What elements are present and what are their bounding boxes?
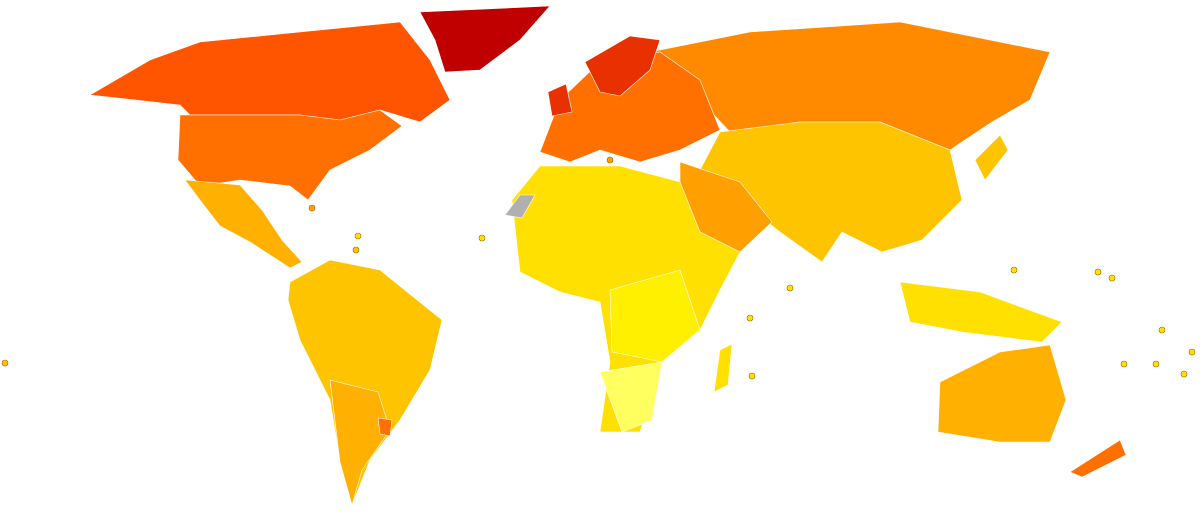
russia — [649, 21, 1051, 151]
island — [478, 234, 486, 242]
island — [1120, 360, 1128, 368]
western-sahara — [504, 194, 536, 219]
islands — [1, 156, 1196, 380]
regions — [89, 5, 1127, 506]
central-africa — [609, 269, 701, 363]
island — [606, 156, 614, 164]
island — [786, 284, 794, 292]
south-america — [287, 259, 443, 506]
southern-africa — [599, 361, 663, 433]
island — [1010, 266, 1018, 274]
madagascar — [713, 343, 733, 393]
island — [1188, 348, 1196, 356]
island — [354, 232, 362, 240]
new-zealand — [1069, 439, 1127, 478]
greenland — [419, 5, 551, 73]
southeast-asia — [899, 281, 1063, 343]
british-isles — [547, 83, 573, 117]
scandinavia — [584, 35, 661, 97]
australia — [937, 344, 1067, 443]
island — [352, 246, 360, 254]
island — [1108, 274, 1116, 282]
island — [1180, 370, 1188, 378]
island — [746, 314, 754, 322]
island — [1094, 268, 1102, 276]
island — [308, 204, 316, 212]
europe — [539, 51, 721, 163]
argentina — [329, 379, 391, 506]
canada — [89, 21, 451, 123]
island — [748, 372, 756, 380]
mexico-central-america — [184, 179, 303, 269]
uruguay — [377, 417, 393, 437]
island — [1, 359, 9, 367]
japan — [974, 134, 1009, 181]
island — [1158, 326, 1166, 334]
island — [1152, 360, 1160, 368]
